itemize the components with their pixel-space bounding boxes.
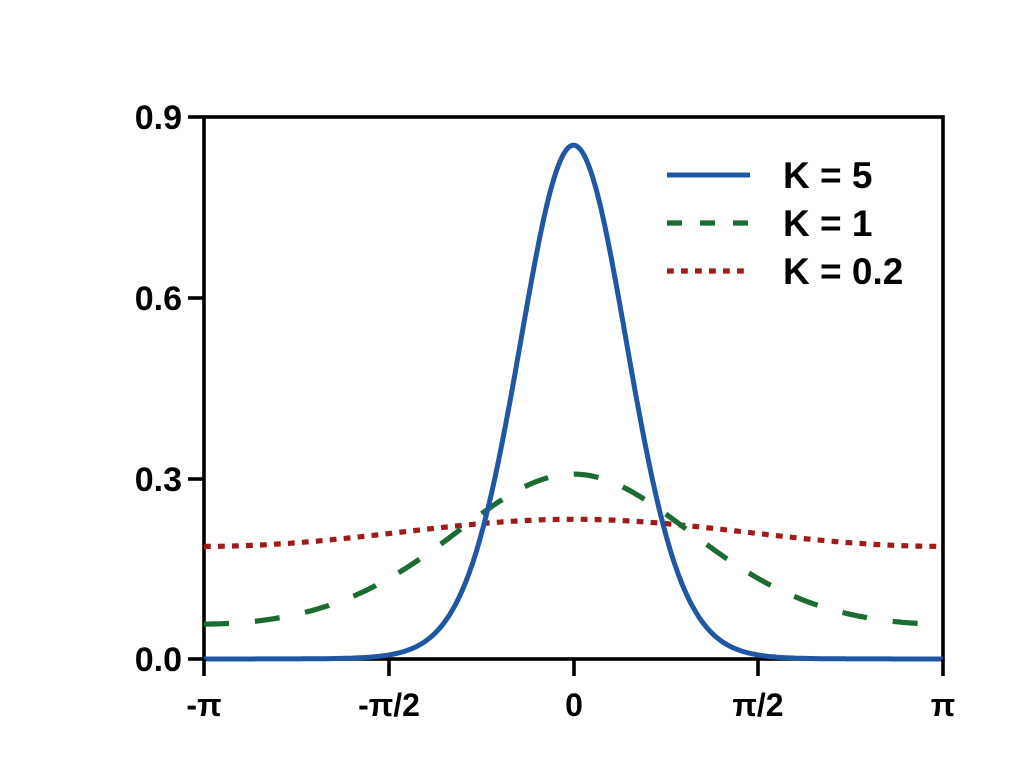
svg-text:K = 1: K = 1 [783,203,872,244]
svg-text:π/2: π/2 [732,687,783,723]
svg-text:0.0: 0.0 [135,641,182,679]
svg-text:0.9: 0.9 [135,99,182,137]
svg-text:K = 5: K = 5 [783,155,872,196]
svg-text:π: π [931,687,956,723]
svg-text:0.6: 0.6 [135,280,182,318]
svg-text:-π: -π [186,687,221,723]
svg-text:-π/2: -π/2 [358,687,420,723]
svg-text:0.3: 0.3 [135,461,182,499]
svg-text:K = 0.2: K = 0.2 [783,251,903,292]
svg-text:0: 0 [565,687,583,723]
